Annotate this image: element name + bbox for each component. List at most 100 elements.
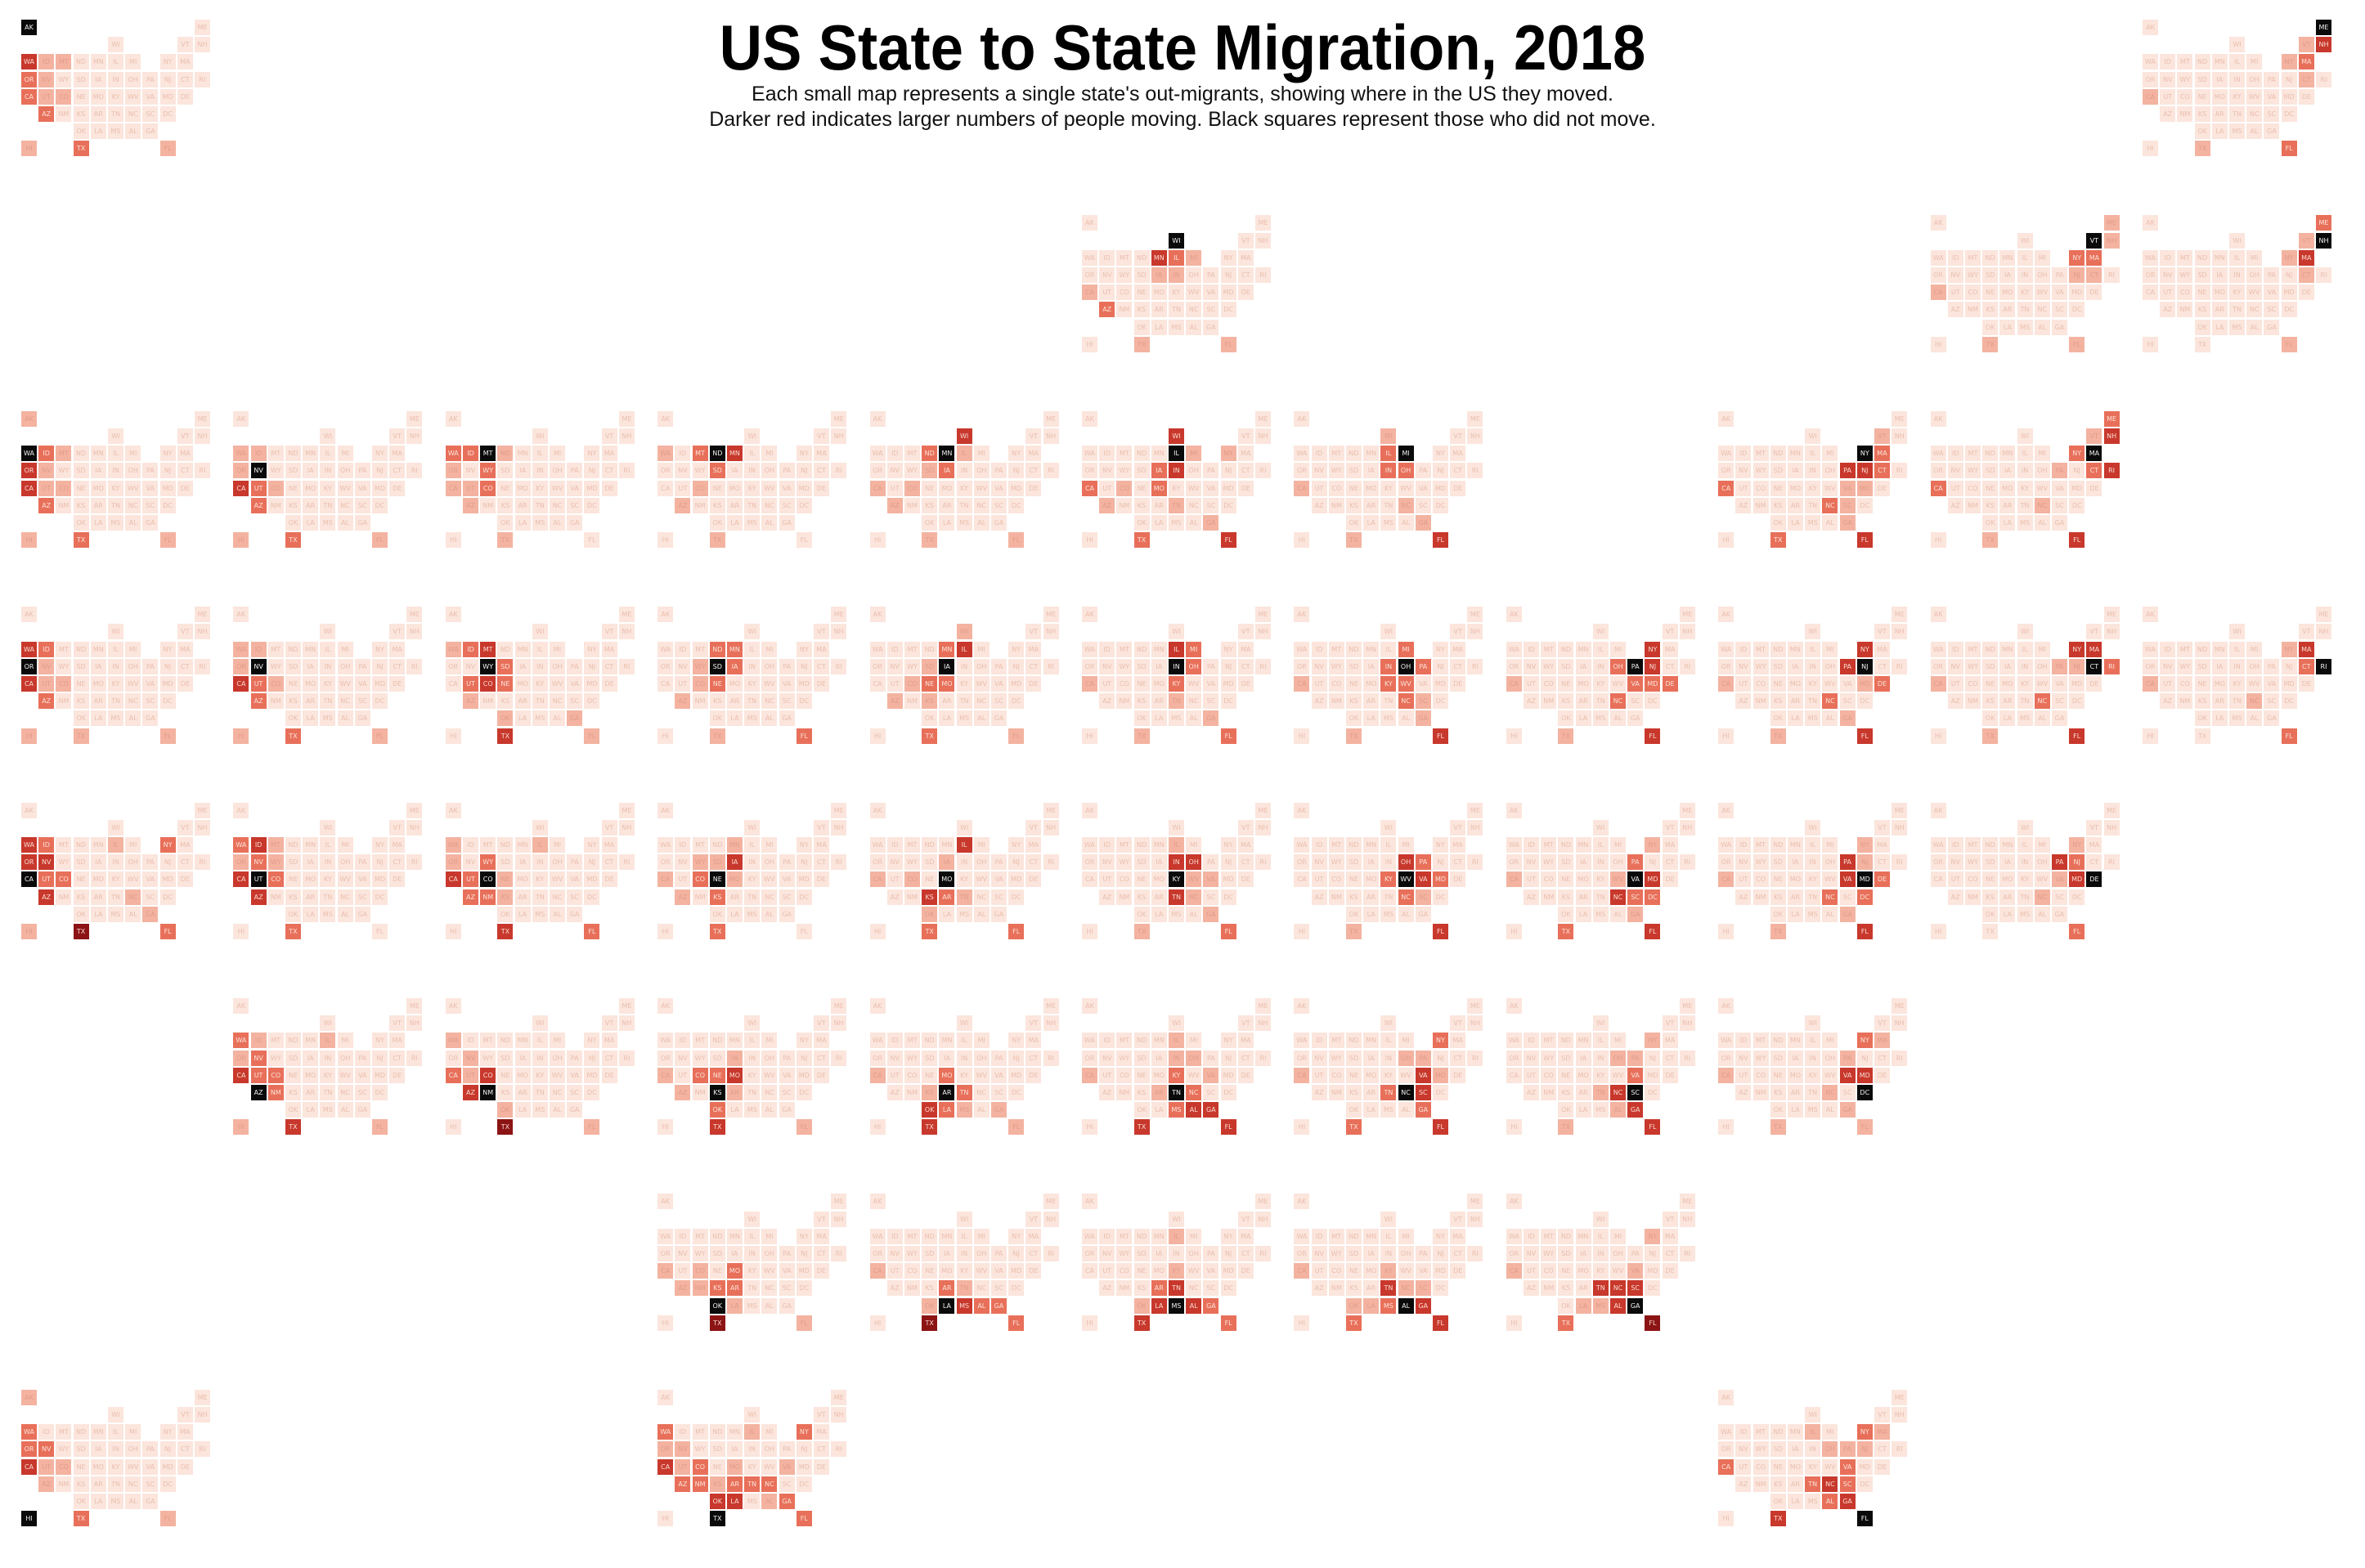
state-tile-sc: SC [354, 497, 370, 513]
state-tile-dc: DC [1432, 1280, 1448, 1297]
state-tile-md: MD [1220, 675, 1236, 692]
state-tile-sd: SD [709, 854, 725, 871]
state-tile-pa: PA [2051, 267, 2067, 283]
state-tile-sc: SC [990, 497, 1007, 513]
state-tile-nh: NH [1043, 1015, 1059, 1032]
state-tile-ks: KS [1558, 889, 1574, 905]
state-tile-fl: FL [159, 728, 176, 744]
state-tile-ok: OK [1345, 1102, 1362, 1118]
state-tile-me: ME [1043, 607, 1059, 623]
state-tile-nh: NH [1255, 624, 1271, 640]
state-tile-mo: MO [90, 480, 106, 496]
state-tile-dc: DC [1856, 497, 1873, 513]
state-tile-co: CO [1752, 1458, 1769, 1475]
state-tile-az: AZ [1735, 889, 1752, 905]
state-tile-ct: CT [1237, 463, 1254, 479]
state-tile-ma: MA [813, 1033, 829, 1049]
state-tile-wi: WI [956, 624, 972, 640]
state-tile-oh: OH [2246, 658, 2263, 674]
state-tile-ks: KS [2194, 302, 2210, 318]
state-tile-sd: SD [1558, 658, 1574, 674]
state-tile-dc: DC [1856, 889, 1873, 905]
state-tile-il: IL [1169, 249, 1184, 266]
state-tile-in: IN [320, 854, 336, 871]
state-tile-nm: NM [1752, 693, 1769, 710]
state-tile-ks: KS [2194, 693, 2210, 710]
state-tile-wa: WA [869, 1033, 886, 1049]
state-tile-ca: CA [869, 1263, 886, 1279]
state-tile-ny: NY [2281, 54, 2297, 70]
state-tile-nj: NJ [2281, 267, 2297, 283]
state-tile-ga: GA [2051, 710, 2067, 727]
state-tile-ct: CT [2086, 854, 2102, 871]
state-tile-mo: MO [1363, 1263, 1380, 1279]
state-tile-ut: UT [462, 675, 478, 692]
state-tile-ma: MA [1025, 1228, 1042, 1244]
small-map-ms: AK ME WI VT NH WA ID MT ND MN IL MI NY MA OR NV WY SD IA IN… [1082, 1194, 1278, 1341]
state-tile-ri: RI [1255, 267, 1271, 283]
state-tile-id: ID [38, 1424, 55, 1440]
state-tile-al: AL [549, 514, 565, 531]
state-tile-ne: NE [1133, 284, 1150, 301]
state-tile-oh: OH [1186, 267, 1202, 283]
state-tile-ak: AK [1082, 215, 1097, 231]
state-tile-nd: ND [1133, 1033, 1150, 1049]
state-tile-co: CO [1116, 480, 1133, 496]
state-tile-ms: MS [108, 514, 123, 531]
state-tile-co: CO [904, 1263, 920, 1279]
state-tile-de: DE [177, 675, 193, 692]
state-tile-ut: UT [886, 675, 903, 692]
state-tile-oh: OH [125, 463, 141, 479]
state-tile-tn: TN [2229, 693, 2245, 710]
state-tile-ar: AR [1363, 693, 1380, 710]
state-tile-de: DE [177, 88, 193, 105]
state-tile-nv: NV [1947, 658, 1963, 674]
state-tile-wi: WI [108, 37, 123, 53]
state-tile-ks: KS [1982, 889, 1999, 905]
state-tile-nc: NC [2034, 497, 2050, 513]
state-tile-ga: GA [567, 710, 583, 727]
state-tile-ak: AK [1294, 410, 1310, 427]
state-tile-oh: OH [1822, 1050, 1838, 1066]
state-tile-ne: NE [922, 480, 938, 496]
state-tile-tx: TX [2194, 141, 2210, 157]
state-tile-nv: NV [38, 463, 55, 479]
state-tile-va: VA [1203, 871, 1219, 888]
state-tile-ny: NY [1008, 1033, 1025, 1049]
state-tile-wy: WY [1752, 854, 1769, 871]
state-tile-fl: FL [2069, 728, 2085, 744]
state-tile-ms: MS [1380, 514, 1397, 531]
state-tile-wy: WY [1541, 1245, 1557, 1261]
state-tile-mn: MN [939, 836, 955, 853]
state-tile-va: VA [1203, 1263, 1219, 1279]
state-tile-tx: TX [497, 532, 514, 549]
state-tile-ut: UT [1311, 675, 1327, 692]
state-tile-vt: VT [1025, 1211, 1042, 1227]
state-tile-md: MD [796, 480, 812, 496]
state-tile-fl: FL [371, 1119, 388, 1136]
state-tile-de: DE [1874, 675, 1890, 692]
state-tile-mt: MT [1752, 641, 1769, 657]
state-tile-al: AL [1398, 514, 1414, 531]
state-tile-az: AZ [1523, 1085, 1539, 1100]
state-tile-ca: CA [1718, 871, 1734, 888]
state-tile-wv: WV [761, 1263, 778, 1279]
state-tile-md: MD [796, 675, 812, 692]
state-tile-oh: OH [337, 463, 353, 479]
state-tile-ne: NE [2194, 88, 2210, 105]
state-tile-mn: MN [1151, 249, 1167, 266]
state-tile-vt: VT [1237, 624, 1254, 640]
state-tile-tn: TN [744, 1085, 761, 1100]
state-tile-nh: NH [1892, 1015, 1908, 1032]
state-tile-nd: ND [1133, 1228, 1150, 1244]
state-tile-nd: ND [1982, 836, 1999, 853]
state-tile-de: DE [1025, 480, 1042, 496]
state-tile-ia: IA [514, 463, 531, 479]
state-tile-mt: MT [904, 836, 920, 853]
state-tile-or: OR [657, 463, 674, 479]
state-tile-ne: NE [73, 675, 89, 692]
state-tile-mt: MT [267, 446, 284, 462]
state-tile-nh: NH [1255, 1211, 1271, 1227]
state-tile-il: IL [532, 641, 548, 657]
state-tile-id: ID [886, 1228, 903, 1244]
